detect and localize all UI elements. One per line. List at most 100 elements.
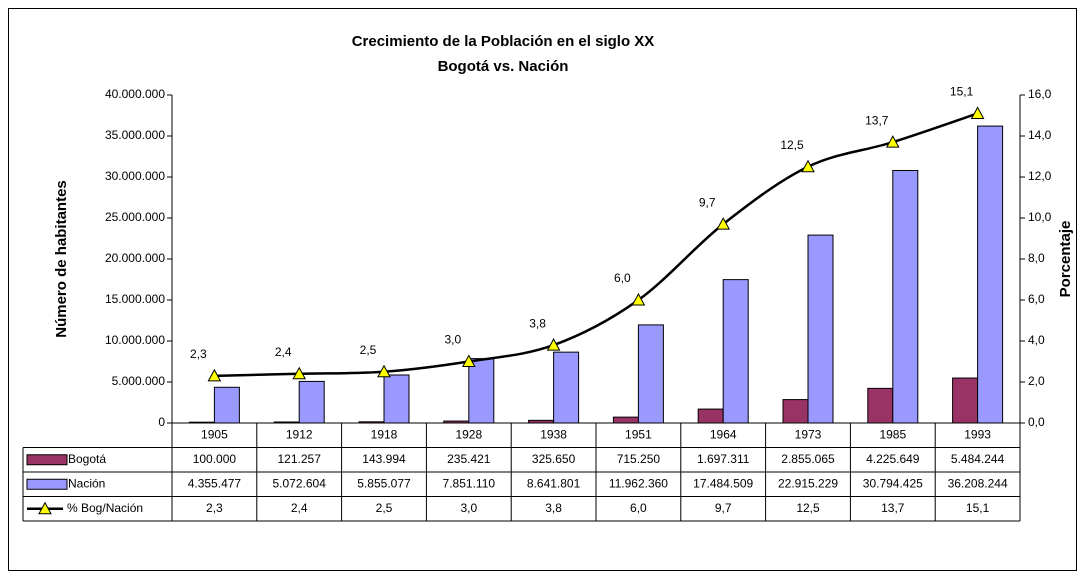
table-cell: 2,3 <box>206 501 223 515</box>
table-cell: 6,0 <box>630 501 647 515</box>
y-axis-label: Número de habitantes <box>53 180 70 338</box>
x-tick-label: 1912 <box>286 427 313 441</box>
legend-swatch <box>26 478 68 490</box>
marker <box>207 368 222 382</box>
table-cell: 1.697.311 <box>697 452 750 466</box>
bar <box>782 399 809 424</box>
x-tick-label: 1985 <box>879 427 906 441</box>
y2-tick-label: 12,0 <box>1028 169 1052 183</box>
marker <box>461 354 476 367</box>
x-tick-label: 1993 <box>964 427 991 441</box>
y-tick-label: 10.000.000 <box>105 333 165 347</box>
table-cell: 8.641.801 <box>527 476 581 490</box>
data-label: 13,7 <box>865 113 889 127</box>
x-tick-label: 1918 <box>371 427 398 441</box>
table-cell: 12,5 <box>796 501 820 515</box>
table-cell: 30.794.425 <box>863 476 923 490</box>
legend-label: % Bog/Nación <box>67 501 143 515</box>
table-cell: 2,5 <box>376 501 393 515</box>
marker <box>970 106 985 119</box>
table-cell: 325.650 <box>532 452 576 466</box>
y-tick-label: 0 <box>158 415 165 429</box>
y-tick-label: 25.000.000 <box>105 210 165 224</box>
legend-swatch <box>26 454 68 466</box>
table-cell: 2.855.065 <box>781 452 835 466</box>
y-tick-label: 15.000.000 <box>105 292 165 306</box>
bar <box>892 169 919 424</box>
bar <box>213 386 240 424</box>
y-tick-label: 40.000.000 <box>105 87 165 101</box>
data-label: 3,0 <box>444 333 461 347</box>
table-cell: 5.484.244 <box>951 452 1005 466</box>
data-label: 2,4 <box>275 345 292 359</box>
table-cell: 13,7 <box>881 501 905 515</box>
bar <box>867 387 894 424</box>
y-tick-label: 35.000.000 <box>105 128 165 142</box>
x-tick-label: 1973 <box>795 427 822 441</box>
table-cell: 5.855.077 <box>357 476 411 490</box>
data-label: 2,3 <box>190 347 207 361</box>
table-cell: 2,4 <box>291 501 308 515</box>
x-tick-label: 1951 <box>625 427 652 441</box>
legend-label: Bogotá <box>68 452 106 466</box>
bar <box>553 351 580 424</box>
marker <box>377 364 391 378</box>
marker <box>885 135 900 148</box>
bar <box>722 279 749 424</box>
table-cell: 235.421 <box>447 452 491 466</box>
y2-tick-label: 8,0 <box>1028 251 1045 265</box>
x-tick-label: 1928 <box>455 427 482 441</box>
x-tick-label: 1938 <box>540 427 567 441</box>
chart-title: Crecimiento de la Población en el siglo … <box>352 33 655 50</box>
x-tick-label: 1964 <box>710 427 737 441</box>
table-cell: 4.355.477 <box>188 476 242 490</box>
bar <box>637 324 664 424</box>
legend-label: Nación <box>68 476 105 490</box>
y2-tick-label: 16,0 <box>1028 87 1052 101</box>
data-label: 12,5 <box>780 138 804 152</box>
y2-axis-label: Porcentaje <box>1057 221 1074 298</box>
table-cell: 7.851.110 <box>443 476 496 490</box>
table-cell: 715.250 <box>617 452 661 466</box>
y2-tick-label: 6,0 <box>1028 292 1045 306</box>
marker <box>716 217 731 230</box>
data-label: 2,5 <box>360 343 377 357</box>
table-cell: 3,8 <box>545 501 562 515</box>
table-cell: 22.915.229 <box>778 476 838 490</box>
bar <box>977 125 1004 424</box>
table-cell: 36.208.244 <box>948 476 1008 490</box>
table-cell: 4.225.649 <box>866 452 920 466</box>
marker <box>801 159 815 173</box>
bar <box>952 377 979 424</box>
y-tick-label: 5.000.000 <box>112 374 166 388</box>
table-cell: 9,7 <box>715 501 732 515</box>
data-label: 6,0 <box>614 271 631 285</box>
line <box>214 112 979 378</box>
data-label: 9,7 <box>699 195 716 209</box>
table-cell: 3,0 <box>460 501 477 515</box>
y2-tick-label: 14,0 <box>1028 128 1052 142</box>
bar <box>697 408 724 424</box>
table-cell: 11.962.360 <box>609 476 668 490</box>
marker <box>631 292 646 306</box>
y2-tick-label: 0,0 <box>1028 415 1045 429</box>
table-cell: 143.994 <box>362 452 406 466</box>
y-tick-label: 30.000.000 <box>105 169 165 183</box>
table-cell: 15,1 <box>966 501 990 515</box>
marker <box>546 338 561 351</box>
bar <box>468 358 495 424</box>
legend-marker <box>38 501 52 515</box>
table-cell: 121.257 <box>278 452 322 466</box>
plot-area <box>172 95 1020 423</box>
data-label: 3,8 <box>529 316 546 330</box>
y-tick-label: 20.000.000 <box>105 251 165 265</box>
table-cell: 17.484.509 <box>693 476 753 490</box>
marker <box>292 366 307 380</box>
table-cell: 100.000 <box>193 452 237 466</box>
x-tick-label: 1905 <box>201 427 228 441</box>
bar <box>298 380 325 424</box>
y2-tick-label: 4,0 <box>1028 333 1045 347</box>
data-label: 15,1 <box>950 85 974 99</box>
